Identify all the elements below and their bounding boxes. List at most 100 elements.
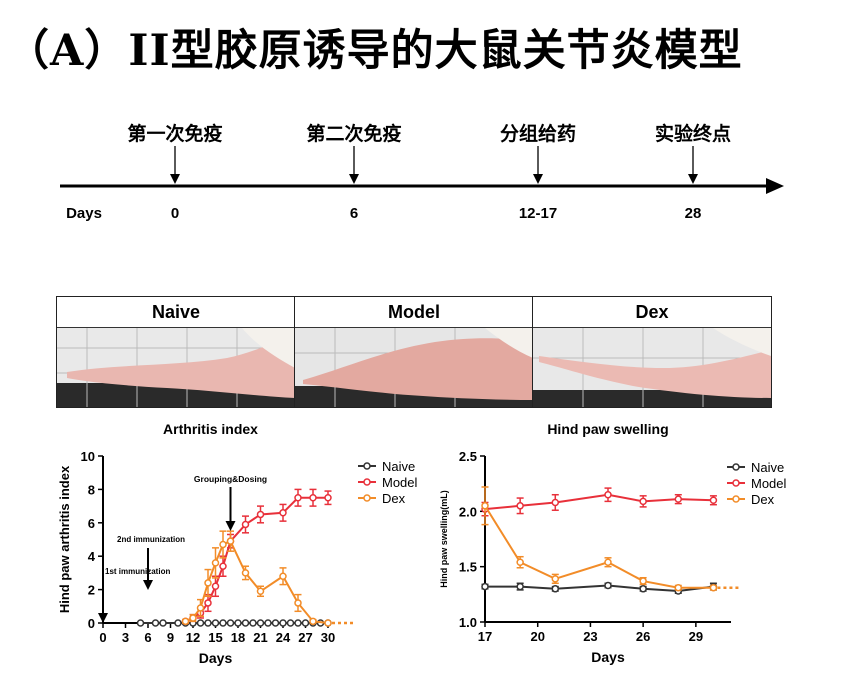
legend-item: Dex	[727, 492, 775, 507]
photo-panel-model: Model	[294, 296, 534, 408]
legend-item: Model	[358, 475, 418, 490]
legend-item: Model	[727, 476, 787, 491]
legend-item: Naive	[727, 460, 784, 475]
data-point	[639, 497, 647, 506]
data-point	[256, 587, 265, 596]
annotation-grouping-dosing: Grouping&Dosing	[194, 474, 267, 531]
x-axis-label: Days	[591, 649, 625, 665]
chart-title: Hind paw swelling	[547, 421, 668, 437]
data-point	[481, 582, 489, 591]
data-point	[204, 599, 212, 607]
data-point	[279, 619, 287, 627]
annotation-label: Grouping&Dosing	[194, 474, 267, 484]
data-point	[204, 619, 212, 627]
data-point	[196, 604, 205, 612]
data-point	[241, 619, 250, 627]
data-point	[516, 582, 524, 591]
photo-panel-naive: Naive	[56, 296, 296, 408]
down-arrow-icon	[143, 580, 153, 590]
legend-label: Naive	[751, 460, 784, 475]
y-tick-label: 2	[88, 583, 95, 598]
x-tick-label: 17	[478, 629, 492, 644]
data-point	[151, 619, 160, 627]
y-tick-label: 4	[88, 549, 96, 564]
timeline-arrowhead	[766, 178, 784, 194]
x-tick-label: 9	[167, 630, 174, 645]
data-point	[516, 558, 524, 566]
x-tick-label: 23	[583, 629, 597, 644]
y-axis-label: Hind paw arthritis index	[57, 465, 72, 613]
data-point	[604, 558, 612, 566]
data-point	[604, 490, 612, 499]
series-naive	[136, 619, 332, 627]
x-tick-label: 24	[276, 630, 291, 645]
data-point	[551, 585, 560, 593]
data-point	[309, 617, 317, 626]
annotation-label: 2nd immunization	[117, 535, 185, 544]
experiment-timeline: Days 第一次免疫 0 第二次免疫 6 分组给药 12-17 实验终点 28	[60, 122, 784, 222]
data-point	[196, 619, 205, 627]
y-tick-label: 2.5	[459, 449, 477, 464]
data-point	[551, 575, 560, 583]
data-point	[301, 619, 310, 627]
data-point	[211, 559, 220, 567]
timeline-event-1: 第一次免疫 0	[127, 122, 222, 222]
timeline-event-label: 第一次免疫	[127, 122, 222, 145]
data-point	[226, 537, 235, 545]
y-tick-label: 6	[88, 516, 95, 531]
y-tick-label: 8	[88, 482, 95, 497]
legend-label: Naive	[382, 459, 415, 474]
data-point	[709, 496, 718, 505]
data-point	[294, 619, 302, 627]
x-tick-label: 0	[99, 630, 106, 645]
data-point	[219, 562, 227, 570]
timeline-event-day: 28	[685, 205, 702, 222]
paw-photo-strip: Naive Model Dex	[56, 296, 772, 408]
data-point	[309, 494, 317, 502]
data-point	[189, 614, 197, 622]
annotation-2nd-immunization: 2nd immunization	[117, 535, 185, 590]
x-tick-label: 6	[144, 630, 151, 645]
data-point	[241, 569, 250, 577]
x-tick-label: 20	[530, 629, 544, 644]
timeline-event-label: 第二次免疫	[306, 122, 401, 145]
page-title: （A）II型胶原诱导的大鼠关节炎模型	[6, 26, 743, 76]
y-tick-label: 10	[81, 449, 95, 464]
timeline-event-2: 第二次免疫 6	[306, 122, 401, 222]
data-point	[136, 619, 145, 627]
data-point	[674, 495, 683, 503]
down-arrow-icon	[349, 174, 359, 184]
data-point	[674, 583, 683, 592]
down-arrow-icon	[98, 613, 108, 623]
hind-paw-swelling-chart: Hind paw swelling 1.0 1.5 2.0 2.5 17 20 23 26 29 D…	[439, 421, 787, 665]
x-tick-label: 29	[689, 629, 703, 644]
timeline-days-label: Days	[66, 205, 102, 222]
series-model	[181, 488, 332, 626]
y-tick-label: 1.5	[459, 560, 477, 575]
data-point	[181, 617, 190, 626]
down-arrow-icon	[688, 174, 698, 184]
x-tick-label: 21	[253, 630, 267, 645]
x-tick-label: 26	[636, 629, 650, 644]
x-tick-label: 15	[208, 630, 222, 645]
photo-panel-label: Model	[295, 297, 533, 328]
rat-paw-photo-dex	[533, 328, 771, 407]
data-point	[256, 510, 265, 519]
timeline-event-day: 6	[350, 205, 358, 222]
data-point	[639, 585, 647, 593]
timeline-event-3: 分组给药 12-17	[500, 122, 576, 222]
timeline-event-label: 分组给药	[500, 122, 576, 145]
data-point	[516, 502, 524, 510]
data-point	[279, 572, 287, 580]
data-point	[264, 619, 272, 627]
x-tick-label: 12	[186, 630, 200, 645]
legend-label: Model	[751, 476, 787, 491]
legend-label: Dex	[751, 492, 775, 507]
photo-panel-dex: Dex	[532, 296, 772, 408]
y-tick-label: 0	[88, 616, 95, 631]
data-point	[294, 599, 302, 607]
series-dex	[481, 486, 718, 592]
x-axis-label: Days	[199, 650, 233, 666]
